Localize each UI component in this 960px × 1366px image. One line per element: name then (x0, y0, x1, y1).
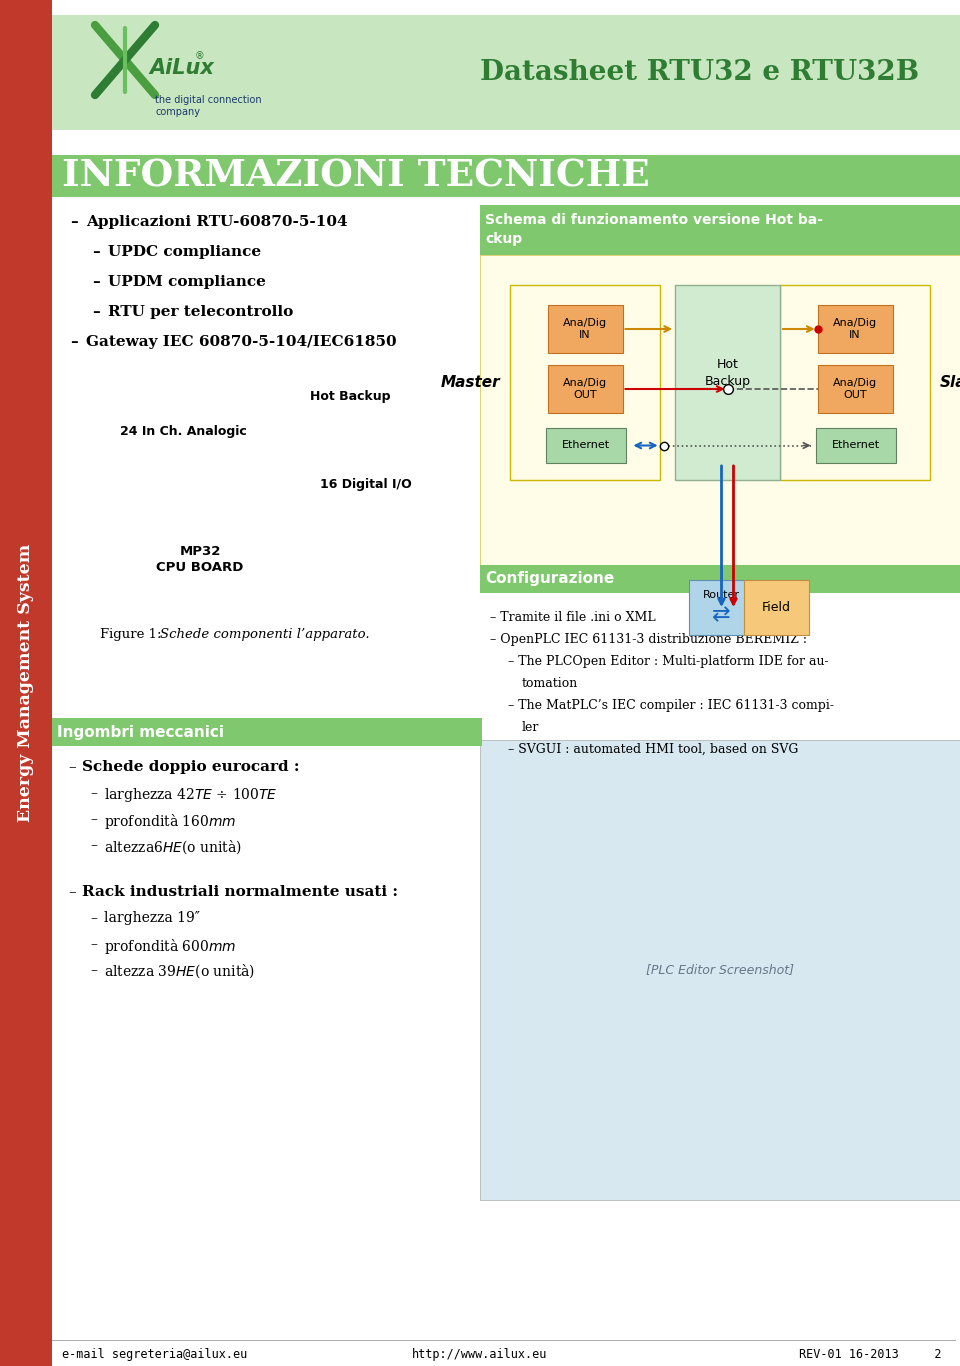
Text: Field: Field (761, 601, 790, 613)
Text: –: – (90, 937, 97, 951)
Bar (52, 719, 482, 746)
Bar (675, 285, 780, 479)
Bar (0, 0, 52, 1366)
Text: ®: ® (195, 51, 204, 61)
Bar (780, 285, 930, 479)
Text: altezza6$HE$(o unità): altezza6$HE$(o unità) (104, 837, 242, 855)
Text: RTU per telecontrollo: RTU per telecontrollo (108, 305, 293, 320)
Bar (547, 365, 622, 413)
Text: Hot Backup: Hot Backup (310, 391, 391, 403)
Text: –: – (90, 963, 97, 977)
Text: 24 In Ch. Analogic: 24 In Ch. Analogic (120, 425, 247, 438)
Text: Schede componenti l’apparato.: Schede componenti l’apparato. (160, 628, 370, 641)
Text: Schede doppio eurocard :: Schede doppio eurocard : (82, 759, 300, 775)
Text: – The PLCOpen Editor : Multi-platform IDE for au-: – The PLCOpen Editor : Multi-platform ID… (508, 656, 828, 668)
Text: –: – (90, 785, 97, 800)
Text: e-mail segreteria@ailux.eu: e-mail segreteria@ailux.eu (62, 1348, 248, 1361)
Text: Hot
Backup: Hot Backup (705, 358, 751, 388)
Text: Slave: Slave (940, 376, 960, 391)
Text: Ana/Dig
IN: Ana/Dig IN (563, 318, 607, 340)
Text: Energy Management System: Energy Management System (17, 544, 35, 822)
Bar (480, 255, 960, 566)
Text: Router: Router (703, 590, 740, 601)
Bar (743, 581, 808, 635)
Text: –: – (68, 759, 76, 775)
Text: –: – (90, 911, 97, 925)
Text: larghezza 42$TE$ ÷ 100$TE$: larghezza 42$TE$ ÷ 100$TE$ (104, 785, 277, 805)
Text: Figure 1:: Figure 1: (100, 628, 161, 641)
Text: profondità 600$mm$: profondità 600$mm$ (104, 937, 236, 956)
Text: MP32
CPU BOARD: MP32 CPU BOARD (156, 545, 244, 574)
Text: –: – (90, 811, 97, 826)
Text: profondità 160$mm$: profondità 160$mm$ (104, 811, 236, 831)
Text: Ethernet: Ethernet (831, 440, 879, 451)
Text: –: – (92, 275, 100, 290)
Text: Datasheet RTU32 e RTU32B: Datasheet RTU32 e RTU32B (480, 59, 920, 86)
Text: –: – (92, 245, 100, 260)
Bar (545, 428, 626, 463)
Text: UPDM compliance: UPDM compliance (108, 275, 266, 290)
Bar (818, 305, 893, 352)
Text: Rack industriali normalmente usati :: Rack industriali normalmente usati : (82, 885, 398, 899)
Text: altezza 39$HE$(o unità): altezza 39$HE$(o unità) (104, 963, 255, 981)
Text: tomation: tomation (522, 678, 578, 690)
Text: Ana/Dig
OUT: Ana/Dig OUT (833, 378, 877, 400)
Text: http://www.ailux.eu: http://www.ailux.eu (412, 1348, 548, 1361)
Text: –: – (68, 885, 76, 899)
Text: Schema di funzionamento versione Hot ba-
ckup: Schema di funzionamento versione Hot ba-… (485, 213, 823, 246)
Text: – OpenPLC IEC 61131-3 distribuzione BEREMIZ :: – OpenPLC IEC 61131-3 distribuzione BERE… (490, 632, 807, 646)
Text: – Tramite il file .ini o XML: – Tramite il file .ini o XML (490, 611, 656, 624)
Text: 16 Digital I/O: 16 Digital I/O (320, 478, 412, 490)
Text: – The MatPLC’s IEC compiler : IEC 61131-3 compi-: – The MatPLC’s IEC compiler : IEC 61131-… (508, 699, 834, 712)
Bar (480, 205, 960, 255)
Bar (547, 305, 622, 352)
Text: Ana/Dig
IN: Ana/Dig IN (833, 318, 877, 340)
Text: [PLC Editor Screenshot]: [PLC Editor Screenshot] (646, 963, 794, 977)
Text: ler: ler (522, 721, 540, 734)
Bar (52, 154, 960, 197)
Text: – SVGUI : automated HMI tool, based on SVG: – SVGUI : automated HMI tool, based on S… (508, 743, 799, 755)
Text: Ana/Dig
OUT: Ana/Dig OUT (563, 378, 607, 400)
Text: AiLux: AiLux (149, 57, 214, 78)
Text: –: – (92, 305, 100, 320)
Bar (510, 285, 660, 479)
Text: REV-01 16-2013     2: REV-01 16-2013 2 (799, 1348, 941, 1361)
Text: –: – (70, 214, 78, 229)
Text: Applicazioni RTU-60870-5-104: Applicazioni RTU-60870-5-104 (86, 214, 348, 229)
Text: –: – (90, 837, 97, 852)
Text: Ethernet: Ethernet (562, 440, 610, 451)
Text: Configurazione: Configurazione (485, 571, 614, 586)
Text: –: – (70, 335, 78, 348)
Text: the digital connection
company: the digital connection company (155, 96, 262, 117)
Bar (818, 365, 893, 413)
Bar (689, 581, 754, 635)
Text: larghezza 19″: larghezza 19″ (104, 911, 200, 925)
Text: INFORMAZIONI TECNICHE: INFORMAZIONI TECNICHE (62, 157, 650, 194)
Bar (480, 740, 960, 1199)
Text: ⇄: ⇄ (712, 605, 731, 626)
Bar (52, 15, 960, 130)
Text: UPDC compliance: UPDC compliance (108, 245, 261, 260)
Bar (480, 566, 960, 593)
Text: Gateway IEC 60870-5-104/IEC61850: Gateway IEC 60870-5-104/IEC61850 (86, 335, 396, 348)
Text: Master: Master (441, 376, 500, 391)
Text: Ingombri meccanici: Ingombri meccanici (57, 724, 224, 739)
Bar (815, 428, 896, 463)
